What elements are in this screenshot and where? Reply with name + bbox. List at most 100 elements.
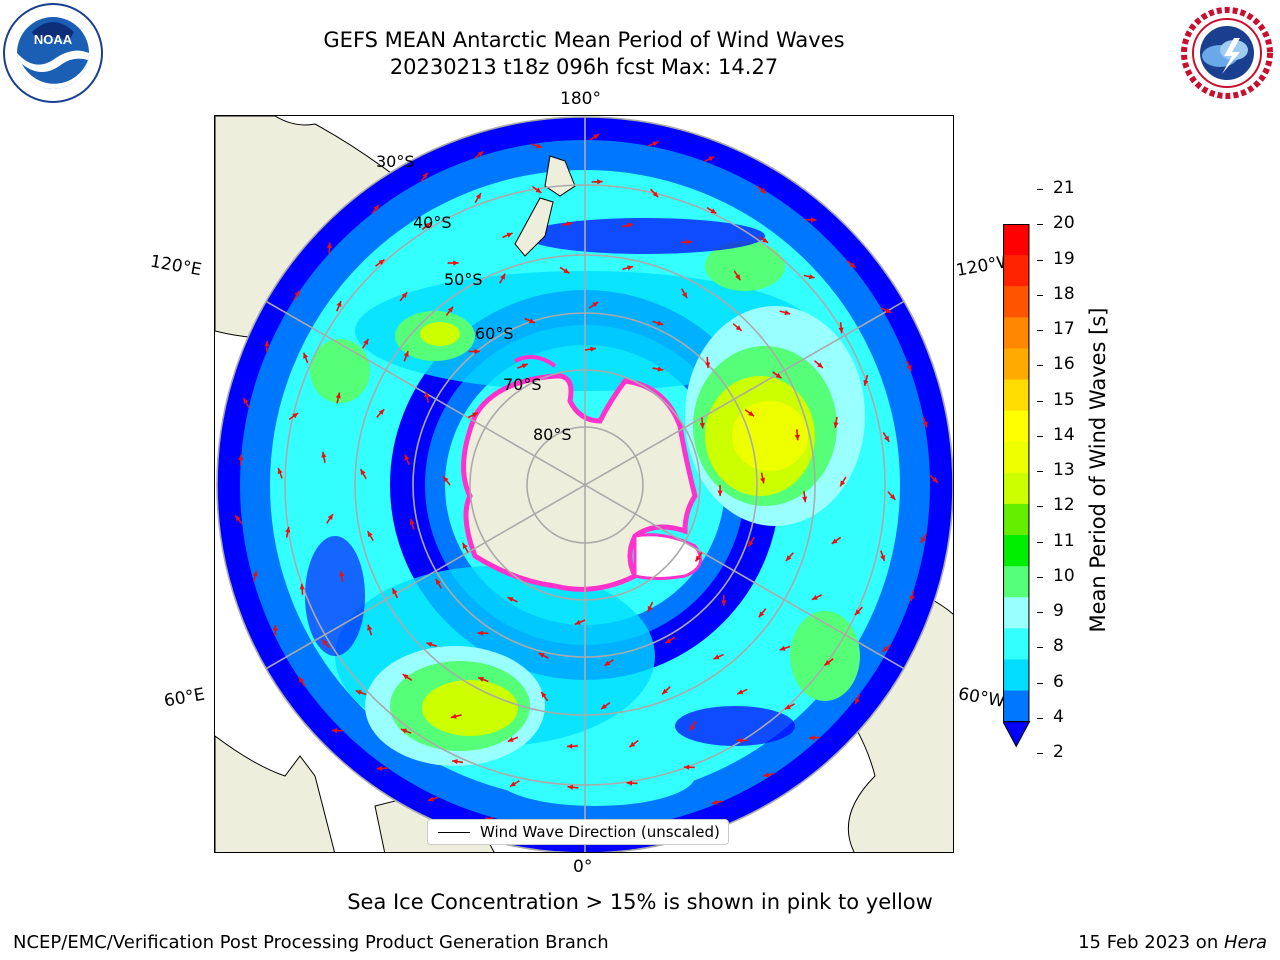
colorbar-tick [1037,435,1043,437]
colorbar-tick [1037,753,1043,754]
wave-arrow-head [400,728,407,734]
colorbar-tick-label: 21 [1053,178,1075,198]
legend-line-icon [438,831,470,833]
wave-arrow-head [627,222,634,228]
wave-arrow-head [708,156,715,162]
wave-arrow-head [647,605,653,612]
lat-label-40s: 40°S [413,213,452,232]
wave-arrow-head [665,638,672,644]
wave-arrow-head [686,239,692,245]
colorbar-tick-label: 18 [1053,283,1075,304]
wave-arrow-head [327,514,333,521]
colorbar-band [1003,224,1030,256]
colorbar-band [1003,286,1030,318]
colorbar-band [1003,566,1030,598]
map-legend: Wind Wave Direction (unscaled) [427,819,729,845]
wave-arrow-head [507,736,514,742]
wave-arrow-head [478,677,485,682]
wave-arrow-head [452,759,458,765]
wave-arrow-head [475,193,481,200]
colorbar-band [1003,503,1030,536]
colorbar-tick-label: 15 [1053,389,1075,410]
wave-arrow-head [880,555,886,561]
wave-arrow-head [322,639,328,646]
colorbar-tick [1037,365,1043,367]
wave-arrow-head [682,292,687,299]
wave-arrow-head [885,308,892,313]
wave-arrow-head [326,242,333,248]
wave-arrow-head [404,454,410,461]
wave-arrow-head [447,306,454,313]
colorbar-tick-label: 16 [1053,354,1075,375]
footer-date: 15 Feb 2023 on Hera [1078,932,1267,953]
wave-arrow-head [794,434,800,441]
colorbar-tick-label: 13 [1053,460,1075,480]
wave-arrow-head [450,713,457,719]
wave-arrow-head [838,327,844,334]
wave-arrow-head [763,772,770,778]
colorbar-tick-label: 20 [1053,213,1075,234]
colorbar-tick-label: 14 [1053,424,1075,445]
wave-arrow-head [243,397,249,404]
colorbar [1003,224,1031,748]
wave-arrow-head [355,690,362,696]
wave-arrow-head [748,410,755,417]
wave-arrow-head [710,208,717,214]
wave-arrow-head [705,362,711,368]
wave-arrow-head [854,698,860,705]
wave-arrow-head [424,391,430,398]
wave-arrow-head [657,366,664,372]
wave-arrow-head [811,594,818,600]
wave-arrow-head [409,518,415,525]
wave-arrow-head [775,372,782,379]
wave-arrow-head [882,646,889,652]
lat-label-60s: 60°S [475,324,514,343]
wave-arrow-head [376,765,383,772]
colorbar-tick-label: 4 [1053,706,1064,727]
wave-arrow-head [378,259,385,265]
wave-arrow-head [817,362,823,368]
wave-arrow-head [889,494,896,500]
wave-arrow-head [566,221,573,227]
wave-arrow-head [809,735,815,741]
wave-arrow-head [235,515,241,522]
wave-arrow-head [238,454,244,461]
colorbar-tick [1037,541,1043,543]
wave-arrow-head [760,477,766,484]
colorbar-tick-label: 11 [1053,530,1075,551]
wave-arrow-head [331,728,338,734]
wave-arrow-head [277,468,283,475]
lon-label-60w: 60°W [956,684,1007,712]
lon-label-0: 0° [573,857,593,877]
wave-arrow-head [443,476,449,483]
legend-label: Wind Wave Direction (unscaled) [480,823,720,841]
wave-arrow-head [367,624,373,631]
wave-arrow-head [721,600,727,606]
colorbar-band [1003,472,1030,505]
wave-arrow-head [906,365,912,372]
wave-arrow-head [909,595,915,602]
lat-label-70s: 70°S [503,375,542,394]
wave-arrow-head [427,796,434,802]
colorbar-tick [1037,224,1043,226]
wave-arrow-head [402,674,409,680]
colorbar-tick [1037,189,1043,190]
colorbar-tick [1037,576,1043,578]
polar-map [214,115,954,853]
lat-label-80s: 80°S [533,425,572,444]
sea-ice-note: Sea Ice Concentration > 15% is shown in … [347,890,933,914]
wave-arrow-head [474,348,480,355]
wave-arrow-head [535,187,542,193]
wave-arrow-head [435,578,441,585]
colorbar-frame [1003,224,1030,723]
colorbar-tick-label: 2 [1053,742,1064,762]
wave-arrow-head [541,691,547,698]
colorbar-tick-label: 17 [1053,319,1075,339]
wave-arrow-head [367,531,373,538]
colorbar-tick [1037,294,1043,296]
wave-arrow-head [567,784,574,790]
wave-arrow-head [321,451,327,458]
wave-arrow-head [689,724,696,731]
wave-arrow-head [735,274,741,281]
wave-arrow-head [593,134,600,140]
